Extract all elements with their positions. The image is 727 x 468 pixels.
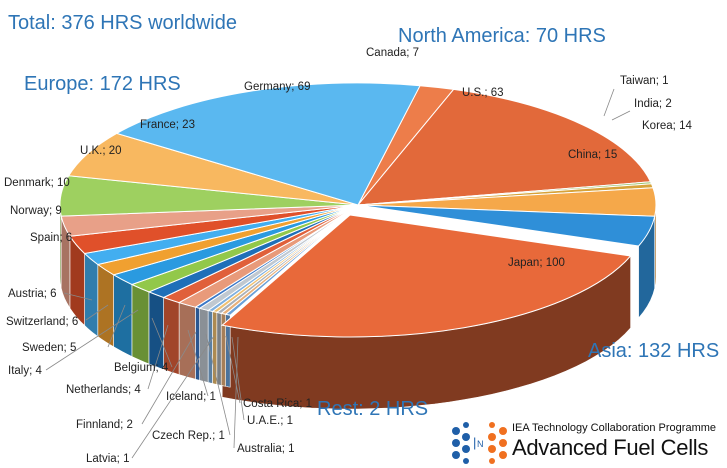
slice-side-latvia [212, 311, 218, 385]
region-title-rest: Rest: 2 HRS [317, 398, 428, 420]
slice-label-austria: Austria; 6 [8, 288, 57, 300]
slice-label-canada: Canada; 7 [366, 47, 419, 59]
leader-lines [45, 88, 631, 459]
leader-line-belgium [151, 317, 173, 368]
slice-label-germany: Germany; 69 [244, 81, 310, 93]
slice-side-iceland [195, 306, 200, 381]
slice-label-japan: Japan; 100 [508, 257, 565, 269]
slice-label-iceland: Iceland; 1 [166, 391, 216, 403]
leader-line-netherlands [147, 324, 169, 390]
leader-line-iceland [187, 329, 209, 397]
leader-line-taiwan [603, 88, 615, 117]
slice-label-costa-rica: Costa Rica; 1 [243, 398, 312, 410]
leader-line-czech-rep [205, 333, 231, 436]
leader-line-india [611, 110, 631, 121]
afc-logo-icon: | N [452, 422, 507, 464]
slice-side-costa-rica [216, 312, 222, 386]
leader-line-finnland [141, 331, 197, 425]
slice-label-u-a-e: U.A.E.; 1 [247, 415, 293, 427]
chart-title: Total: 376 HRS worldwide [8, 12, 237, 34]
slice-label-finnland: Finnland; 2 [76, 419, 133, 431]
svg-text:|: | [473, 435, 476, 450]
pie-depth [59, 204, 657, 410]
leader-line-australia [233, 336, 239, 449]
slice-label-belgium: Belgium; 4 [114, 362, 169, 374]
slice-germany [115, 82, 421, 206]
slice-label-denmark: Denmark; 10 [4, 177, 70, 189]
slice-label-sweden: Sweden; 5 [22, 342, 76, 354]
leader-line-sweden [107, 304, 126, 348]
slice-label-italy: Italy; 4 [8, 365, 42, 377]
slice-label-australia: Australia; 1 [237, 443, 295, 455]
slice-label-china: China; 15 [568, 149, 617, 161]
leader-line-italy [45, 309, 139, 371]
leader-line-latvia [131, 335, 215, 459]
afc-logo: | N IEA Technology Collaboration Program… [446, 420, 722, 466]
slice-label-netherlands: Netherlands; 4 [66, 384, 141, 396]
slice-side-spain [84, 252, 99, 338]
slice-label-u-k: U.K.; 20 [80, 145, 122, 157]
region-title-north-america: North America: 70 HRS [398, 25, 606, 47]
leader-line-austria [63, 292, 93, 301]
slice-label-latvia: Latvia; 1 [86, 453, 129, 465]
slice-label-u-s: U.S.; 63 [462, 87, 504, 99]
logo-name: Advanced Fuel Cells [512, 435, 709, 460]
region-title-europe: Europe: 172 HRS [24, 73, 181, 95]
leader-line-u-a-e [231, 336, 245, 421]
slice-labels: Canada; 7 U.S.; 63 Taiwan; 1 India; 2 Korea;… [4, 47, 692, 465]
leader-line-costa-rica [225, 335, 241, 404]
slice-label-switzerland: Switzerland; 6 [6, 316, 78, 328]
svg-text:N: N [477, 439, 484, 449]
logo-subtitle: IEA Technology Collaboration Programme [512, 422, 717, 434]
slice-label-korea: Korea; 14 [642, 120, 692, 132]
slice-label-france: France; 23 [140, 119, 195, 131]
slice-label-india: India; 2 [634, 98, 672, 110]
slice-label-spain: Spain; 6 [30, 232, 72, 244]
slice-side-italy [148, 291, 164, 370]
slice-label-taiwan: Taiwan; 1 [620, 75, 669, 87]
slice-china [357, 204, 656, 247]
leader-line-switzerland [85, 304, 109, 321]
slice-label-norway: Norway; 9 [10, 205, 62, 217]
pie-top [59, 82, 657, 338]
slice-japan [221, 214, 632, 338]
slice-label-czech-rep: Czech Rep.; 1 [152, 430, 225, 442]
slice-side-sweden [131, 284, 150, 365]
slice-u-s [356, 88, 652, 206]
region-title-asia: Asia: 132 HRS [588, 340, 719, 362]
